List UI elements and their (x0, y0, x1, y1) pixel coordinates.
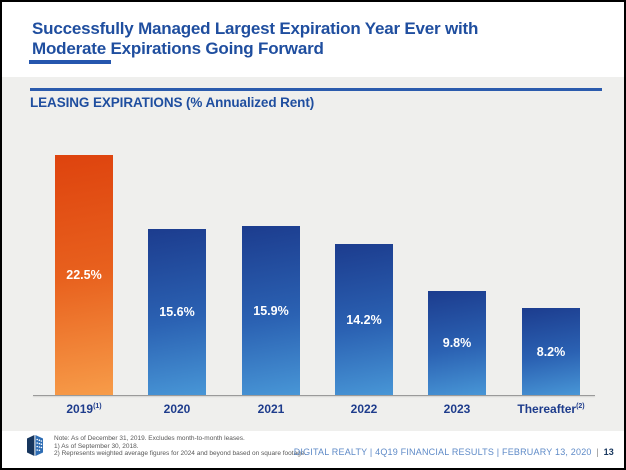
bar-2022: 14.2% (335, 244, 393, 395)
bar-category-label: 2023 (443, 402, 471, 416)
page-number: 13 (603, 447, 614, 457)
bar-2021: 15.9% (242, 226, 300, 395)
bar-2023: 9.8% (428, 291, 486, 395)
bar-category-label: Thereafter(2) (517, 402, 585, 416)
footer-attribution: DIGITAL REALTY | 4Q19 FINANCIAL RESULTS … (294, 447, 614, 457)
bar-category-label: 2022 (350, 402, 378, 416)
title-underline (29, 60, 111, 64)
bar-value-label: 22.5% (66, 268, 102, 282)
footnotes: Note: As of December 31, 2019. Excludes … (54, 435, 306, 458)
bar-value-label: 15.6% (159, 305, 195, 319)
bar-value-label: 8.2% (536, 344, 566, 359)
footnote-1: 1) As of September 30, 2018. (54, 442, 139, 450)
slide-title-line-1: Successfully Managed Largest Expiration … (32, 19, 479, 38)
bar-2020: 15.6% (148, 229, 206, 395)
section-divider (30, 88, 602, 91)
bar-category-label: 2021 (257, 402, 285, 416)
bar-value-label: 9.8% (442, 336, 472, 350)
footer-separator: | (596, 447, 599, 457)
bar-thereafter: 8.2% (522, 308, 580, 395)
company-logo-icon (26, 434, 44, 462)
content-band: LEASING EXPIRATIONS (% Annualized Rent) … (2, 77, 624, 433)
footer: Note: As of December 31, 2019. Excludes … (2, 431, 624, 468)
footnote-2: 2) Represents weighted average figures f… (54, 450, 307, 458)
slide-title-line-2: Moderate Expirations Going Forward (32, 39, 324, 58)
bar-value-label: 15.9% (253, 303, 289, 318)
bar-category-label: 2020 (163, 402, 191, 416)
section-title: LEASING EXPIRATIONS (% Annualized Rent) (30, 95, 315, 110)
slide-title: Successfully Managed Largest Expiration … (32, 19, 592, 59)
x-axis-line (33, 395, 595, 396)
bar-value-label: 14.2% (346, 312, 382, 327)
footnote-note: Note: As of December 31, 2019. Excludes … (54, 435, 245, 442)
bar-category-label: 2019(1) (66, 402, 102, 416)
chart: 22.5% 2019(1) 15.6% 2020 15.9% 2021 14.2% 2022 9… (2, 77, 624, 433)
footer-attribution-text: DIGITAL REALTY | 4Q19 FINANCIAL RESULTS … (293, 447, 592, 457)
bar-2019: 22.5% (55, 155, 113, 395)
